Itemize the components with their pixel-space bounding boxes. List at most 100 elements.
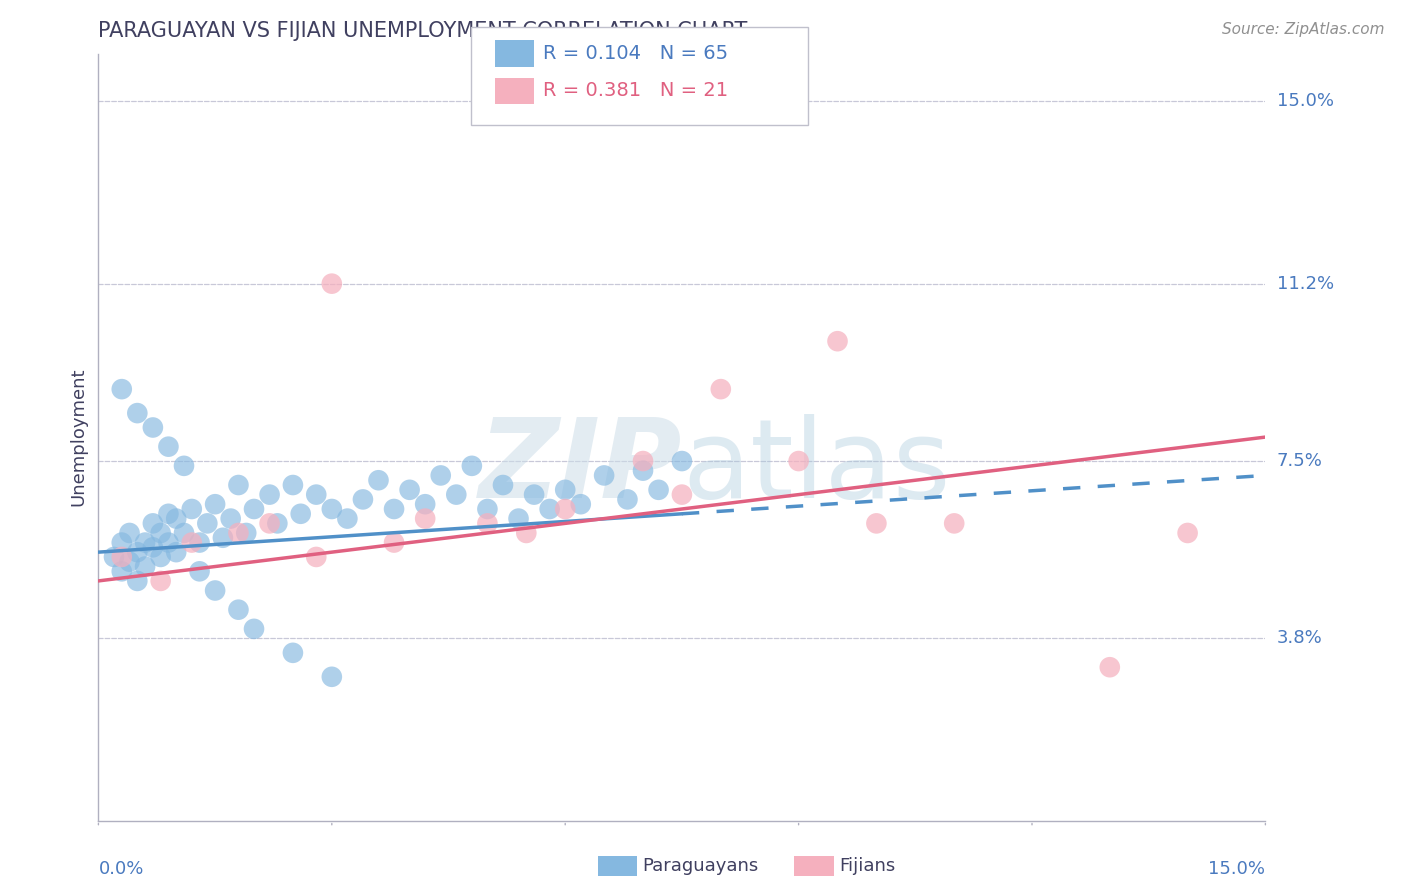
Point: [180, 502, 202, 516]
Text: Source: ZipAtlas.com: Source: ZipAtlas.com: [1222, 22, 1385, 37]
Point: [127, 574, 149, 588]
Point: [647, 483, 669, 497]
Point: [554, 483, 576, 497]
Point: [787, 454, 810, 468]
Point: [134, 559, 156, 574]
Point: [281, 646, 304, 660]
Point: [149, 574, 172, 588]
Point: [477, 516, 499, 531]
Point: [461, 458, 484, 473]
Point: [429, 468, 451, 483]
Point: [195, 516, 218, 531]
Point: [367, 473, 389, 487]
Point: [631, 464, 654, 478]
Point: [157, 440, 180, 454]
Point: [157, 535, 180, 549]
Point: [477, 502, 499, 516]
Point: [127, 406, 149, 420]
Point: [118, 555, 141, 569]
Point: [188, 535, 211, 549]
Point: [142, 516, 165, 531]
Point: [593, 468, 616, 483]
Point: [165, 511, 187, 525]
Point: [616, 492, 638, 507]
Point: [321, 502, 343, 516]
Point: [219, 511, 242, 525]
Point: [188, 565, 211, 579]
Point: [1177, 526, 1199, 541]
Point: [827, 334, 849, 349]
Point: [111, 549, 134, 564]
Point: [321, 277, 343, 291]
Point: [508, 511, 530, 525]
Point: [204, 497, 226, 511]
Text: Fijians: Fijians: [839, 857, 896, 875]
Point: [710, 382, 733, 396]
Text: R = 0.104   N = 65: R = 0.104 N = 65: [543, 44, 728, 63]
Point: [569, 497, 592, 511]
Point: [212, 531, 235, 545]
Point: [157, 507, 180, 521]
Point: [149, 526, 172, 541]
Point: [228, 526, 250, 541]
Point: [204, 583, 226, 598]
Text: R = 0.381   N = 21: R = 0.381 N = 21: [543, 81, 728, 101]
Point: [865, 516, 887, 531]
Point: [321, 670, 343, 684]
Point: [243, 622, 266, 636]
Point: [554, 502, 576, 516]
Text: 3.8%: 3.8%: [1277, 630, 1322, 648]
Point: [446, 488, 468, 502]
Point: [228, 603, 250, 617]
Point: [259, 516, 281, 531]
Text: ZIP: ZIP: [478, 414, 682, 521]
Point: [165, 545, 187, 559]
Text: Paraguayans: Paraguayans: [643, 857, 759, 875]
Point: [352, 492, 374, 507]
Point: [413, 497, 436, 511]
Point: [336, 511, 359, 525]
Text: 15.0%: 15.0%: [1208, 860, 1265, 878]
Point: [413, 511, 436, 525]
Point: [266, 516, 288, 531]
Point: [382, 535, 405, 549]
Point: [142, 420, 165, 434]
Point: [134, 535, 156, 549]
Text: 15.0%: 15.0%: [1277, 93, 1333, 111]
Point: [290, 507, 312, 521]
Point: [1098, 660, 1121, 674]
Text: 11.2%: 11.2%: [1277, 275, 1334, 293]
Point: [398, 483, 420, 497]
Point: [671, 454, 693, 468]
Point: [173, 526, 195, 541]
Point: [382, 502, 405, 516]
Point: [523, 488, 546, 502]
Point: [243, 502, 266, 516]
Text: atlas: atlas: [682, 414, 950, 521]
Y-axis label: Unemployment: Unemployment: [69, 368, 87, 507]
Text: 7.5%: 7.5%: [1277, 452, 1323, 470]
Text: PARAGUAYAN VS FIJIAN UNEMPLOYMENT CORRELATION CHART: PARAGUAYAN VS FIJIAN UNEMPLOYMENT CORREL…: [98, 21, 748, 41]
Point: [111, 565, 134, 579]
Point: [281, 478, 304, 492]
Point: [631, 454, 654, 468]
Point: [235, 526, 257, 541]
Point: [228, 478, 250, 492]
Point: [142, 541, 165, 555]
Point: [943, 516, 966, 531]
Point: [173, 458, 195, 473]
Point: [492, 478, 515, 492]
Point: [118, 526, 141, 541]
Point: [259, 488, 281, 502]
Point: [111, 382, 134, 396]
Text: 0.0%: 0.0%: [98, 860, 143, 878]
Point: [111, 535, 134, 549]
Point: [305, 549, 328, 564]
Point: [538, 502, 561, 516]
Point: [103, 549, 125, 564]
Point: [515, 526, 537, 541]
Point: [127, 545, 149, 559]
Point: [671, 488, 693, 502]
Point: [149, 549, 172, 564]
Point: [180, 535, 202, 549]
